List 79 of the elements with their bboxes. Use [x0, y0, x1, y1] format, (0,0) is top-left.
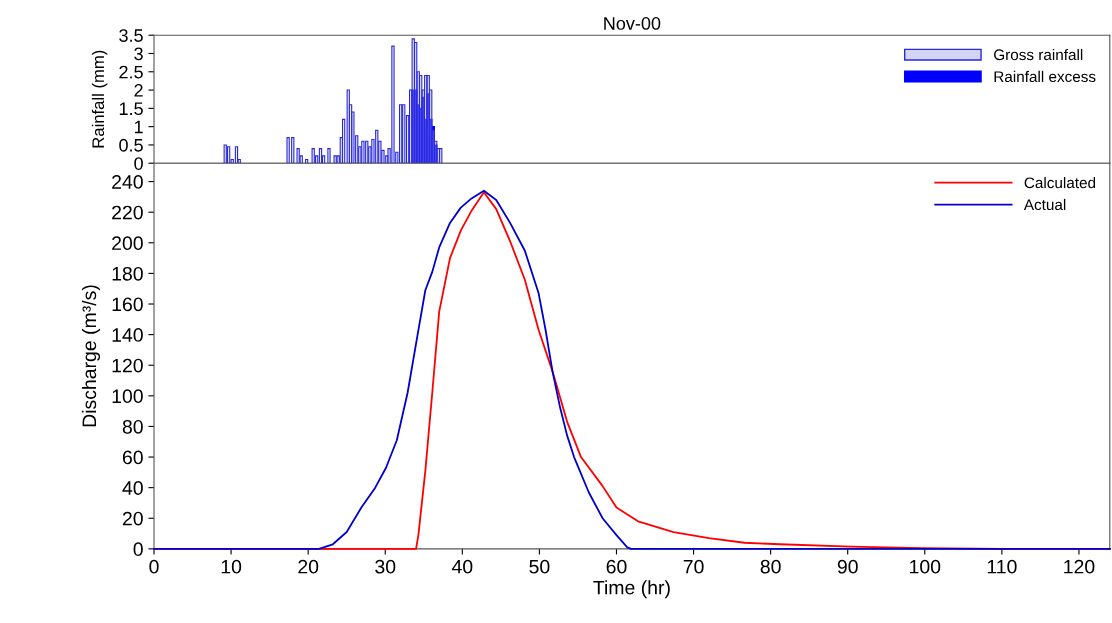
bar [291, 137, 295, 164]
legend-label: Gross rainfall [994, 48, 1083, 61]
bar [358, 146, 362, 164]
bar [405, 115, 410, 164]
x-axis-title: Time (hr) [593, 580, 670, 599]
bar [234, 146, 239, 164]
x-tick-label: 120 [1064, 559, 1095, 574]
x-tick-label: 20 [298, 559, 319, 574]
bar [346, 89, 350, 164]
bar [391, 45, 395, 164]
y-tick-label: 2.5 [119, 65, 143, 79]
bar [402, 104, 406, 164]
y-tick-label: 1 [134, 120, 143, 134]
bar [381, 149, 385, 164]
x-tick-label: 80 [760, 559, 781, 574]
x-tick-label: 10 [221, 559, 242, 574]
x-tick-label: 70 [683, 559, 704, 574]
legend-label: Rainfall excess [994, 70, 1096, 83]
bar [318, 148, 323, 164]
y-axis-title: Rainfall (mm) [91, 50, 108, 148]
y-axis-title: Discharge (m³/s) [81, 285, 101, 427]
chart-title: Nov-00 [604, 17, 661, 30]
bar [314, 155, 319, 164]
bar [355, 135, 359, 164]
x-tick-label: 0 [149, 559, 159, 574]
x-tick-label: 100 [910, 559, 941, 574]
y-tick-label: 120 [112, 358, 143, 373]
bar [371, 138, 375, 164]
x-tick-label: 30 [375, 559, 396, 574]
bar [351, 111, 355, 164]
y-tick-label: 0 [133, 542, 143, 557]
bar [230, 159, 234, 164]
y-tick-label: 1.5 [119, 102, 143, 116]
bar [333, 155, 337, 164]
legend-label: Calculated [1024, 176, 1096, 189]
bar [304, 159, 309, 164]
y-tick-label: 0.5 [119, 138, 143, 152]
bar [311, 148, 315, 164]
y-tick-label: 40 [122, 481, 143, 495]
bar [395, 151, 399, 164]
y-tick-label: 100 [112, 389, 143, 404]
x-tick-label: 40 [451, 559, 473, 574]
bar [387, 148, 391, 164]
bar [399, 104, 403, 164]
x-tick-label: 60 [606, 559, 627, 574]
bar [368, 146, 372, 164]
bar [299, 155, 303, 164]
x-tick-label: 90 [837, 559, 858, 574]
bar [336, 155, 340, 164]
y-tick-label: 140 [112, 328, 143, 342]
y-tick-label: 3.5 [119, 29, 143, 42]
bar [237, 159, 241, 164]
y-tick-label: 80 [122, 419, 143, 434]
bar [226, 146, 231, 164]
y-tick-label: 0 [134, 157, 143, 170]
y-tick-label: 160 [112, 297, 143, 312]
x-tick-label: 110 [987, 559, 1017, 574]
y-tick-label: 60 [122, 450, 143, 465]
legend-label: Actual [1023, 198, 1066, 211]
bar [378, 140, 382, 164]
bar [321, 155, 326, 164]
y-tick-label: 3 [134, 47, 143, 61]
y-tick-label: 180 [112, 266, 143, 281]
y-tick-label: 220 [112, 205, 143, 220]
y-tick-label: 2 [134, 84, 143, 97]
bar [286, 137, 290, 164]
x-tick-label: 50 [529, 559, 550, 574]
bar [327, 148, 331, 164]
bar [365, 140, 369, 164]
y-tick-label: 20 [122, 511, 143, 526]
bar [375, 129, 379, 164]
bar [296, 148, 300, 164]
y-tick-label: 240 [112, 175, 143, 189]
bar [361, 140, 365, 164]
bar [341, 118, 346, 164]
bar [434, 140, 438, 164]
bar [429, 89, 433, 164]
bar [223, 144, 227, 164]
y-tick-label: 200 [112, 236, 143, 251]
